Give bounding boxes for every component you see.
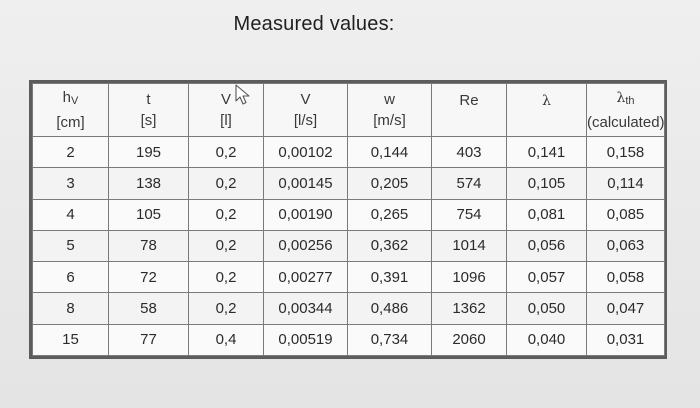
header-cell-lambda-th: λth (calculated): [586, 83, 665, 137]
table-cell: 0,4: [188, 323, 264, 357]
header-symbol: Re: [459, 92, 479, 109]
table-cell: 1096: [431, 261, 507, 294]
table-cell: 58: [108, 292, 189, 325]
table-cell: 574: [431, 167, 507, 200]
header-symbol: λ: [616, 90, 626, 106]
table-row: 3 138 0,2 0,00145 0,205 574 0,105 0,114: [32, 167, 665, 200]
table-cell: 1362: [431, 292, 507, 325]
header-symbol: t: [146, 91, 151, 108]
measured-values-table-frame: hV [cm] t [s] V [l] V [l/s]: [29, 80, 667, 359]
table-cell: 0,205: [347, 167, 432, 200]
table-cell: 0,2: [188, 292, 264, 325]
table-cell: 138: [108, 167, 189, 200]
table-cell: 0,058: [586, 261, 665, 294]
table-cell: 0,2: [188, 261, 264, 294]
header-unit: [cm]: [56, 114, 85, 131]
table-cell: 0,050: [506, 292, 587, 325]
table-row: 6 72 0,2 0,00277 0,391 1096 0,057 0,058: [32, 261, 665, 294]
table-row: 8 58 0,2 0,00344 0,486 1362 0,050 0,047: [32, 292, 665, 325]
table-cell: 0,081: [506, 198, 587, 231]
table-cell: 3: [32, 167, 109, 200]
header-cell-lambda: λ: [506, 83, 587, 137]
table-cell: 15: [32, 323, 109, 357]
header-unit: [l/s]: [293, 112, 318, 129]
header-unit: [l]: [220, 112, 232, 129]
table-cell: 0,141: [506, 135, 587, 169]
table-cell: 77: [108, 323, 189, 357]
header-subscript: V: [71, 95, 79, 107]
table-cell: 2: [32, 135, 109, 169]
table-cell: 0,265: [347, 198, 432, 231]
table-cell: 0,00344: [263, 292, 348, 325]
header-cell-reynolds: Re: [431, 83, 507, 137]
header-symbol: h: [62, 89, 71, 106]
table-cell: 0,056: [506, 229, 587, 263]
table-cell: 0,114: [586, 167, 665, 200]
table-cell: 403: [431, 135, 507, 169]
header-symbol: w: [384, 91, 395, 108]
table-cell: 0,2: [188, 167, 264, 200]
table-cell: 0,158: [586, 135, 665, 169]
table-cell: 195: [108, 135, 189, 169]
table-cell: 0,486: [347, 292, 432, 325]
mouse-pointer-icon: [235, 84, 250, 105]
header-symbol: V: [300, 91, 311, 108]
table-cell: 0,00145: [263, 167, 348, 200]
header-unit: (calculated): [587, 114, 665, 131]
header-cell-velocity: w [m/s]: [347, 83, 432, 137]
table-cell: 0,00256: [263, 229, 348, 263]
table-cell: 0,2: [188, 198, 264, 231]
table-cell: 0,00102: [263, 135, 348, 169]
table-row: 2 195 0,2 0,00102 0,144 403 0,141 0,158: [32, 135, 665, 169]
table-cell: 0,105: [506, 167, 587, 200]
header-cell-volume: V [l]: [188, 83, 264, 137]
table-cell: 0,391: [347, 261, 432, 294]
table-cell: 0,040: [506, 323, 587, 357]
table-cell: 0,144: [347, 135, 432, 169]
table-cell: 72: [108, 261, 189, 294]
header-cell-flow-rate: V [l/s]: [263, 83, 348, 137]
table-cell: 2060: [431, 323, 507, 357]
table-cell: 8: [32, 292, 109, 325]
table-cell: 0,2: [188, 135, 264, 169]
header-cell-t: t [s]: [108, 83, 189, 137]
table-cell: 0,063: [586, 229, 665, 263]
table-cell: 1014: [431, 229, 507, 263]
header-symbol: V: [220, 91, 231, 108]
measured-values-table: hV [cm] t [s] V [l] V [l/s]: [32, 83, 665, 357]
table-cell: 0,00519: [263, 323, 348, 357]
table-cell: 754: [431, 198, 507, 231]
header-subscript: th: [625, 95, 635, 107]
table-cell: 0,362: [347, 229, 432, 263]
header-row: hV [cm] t [s] V [l] V [l/s]: [32, 83, 665, 137]
table-cell: 5: [32, 229, 109, 263]
table-cell: 0,00190: [263, 198, 348, 231]
table-row: 4 105 0,2 0,00190 0,265 754 0,081 0,085: [32, 198, 665, 231]
table-cell: 6: [32, 261, 109, 294]
table-row: 5 78 0,2 0,00256 0,362 1014 0,056 0,063: [32, 229, 665, 263]
table-cell: 0,047: [586, 292, 665, 325]
table-cell: 0,085: [586, 198, 665, 231]
table-cell: 4: [32, 198, 109, 231]
header-unit: [m/s]: [373, 112, 406, 129]
header-cell-hv: hV [cm]: [32, 83, 109, 137]
table-cell: 0,057: [506, 261, 587, 294]
table-cell: 0,2: [188, 229, 264, 263]
table-cell: 0,031: [586, 323, 665, 357]
table-cell: 0,00277: [263, 261, 348, 294]
page-title: Measured values:: [233, 13, 395, 35]
table-row: 15 77 0,4 0,00519 0,734 2060 0,040 0,031: [32, 323, 665, 357]
table-cell: 0,734: [347, 323, 432, 357]
table-cell: 105: [108, 198, 189, 231]
table-cell: 78: [108, 229, 189, 263]
header-unit: [s]: [140, 112, 157, 129]
header-symbol: λ: [542, 93, 551, 109]
